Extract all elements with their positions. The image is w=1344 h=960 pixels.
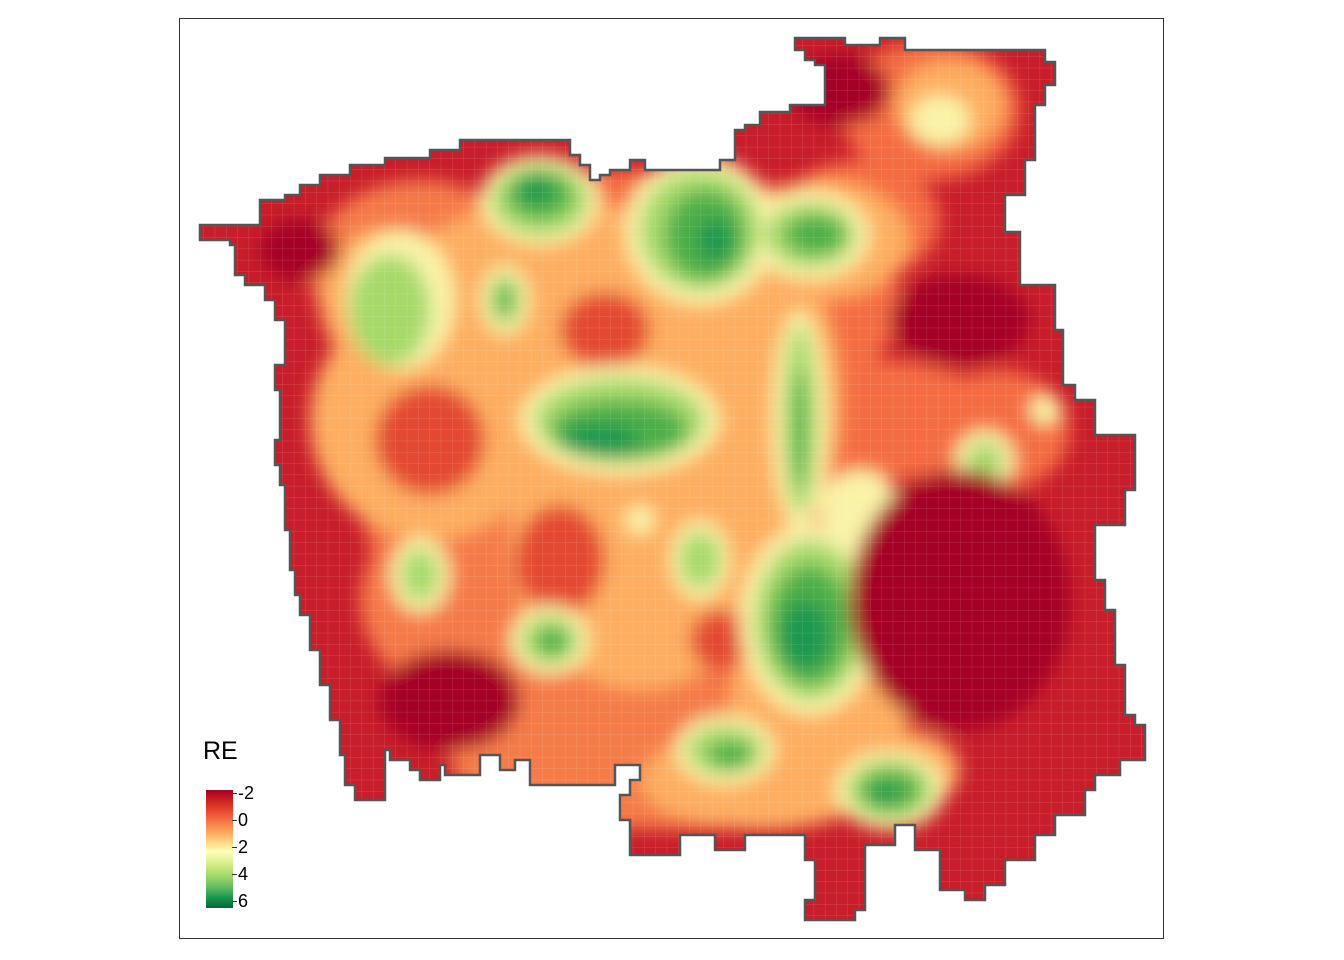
legend-tick-label: 4 — [238, 864, 249, 884]
legend-tick-label: 0 — [238, 810, 249, 830]
legend-colorbar — [206, 790, 233, 908]
legend-tick-label: -2 — [238, 783, 255, 803]
legend-tick-label: 6 — [238, 891, 249, 911]
legend-tick-label: 2 — [238, 837, 249, 857]
map-frame — [179, 18, 1164, 939]
legend-title: RE — [203, 737, 238, 765]
